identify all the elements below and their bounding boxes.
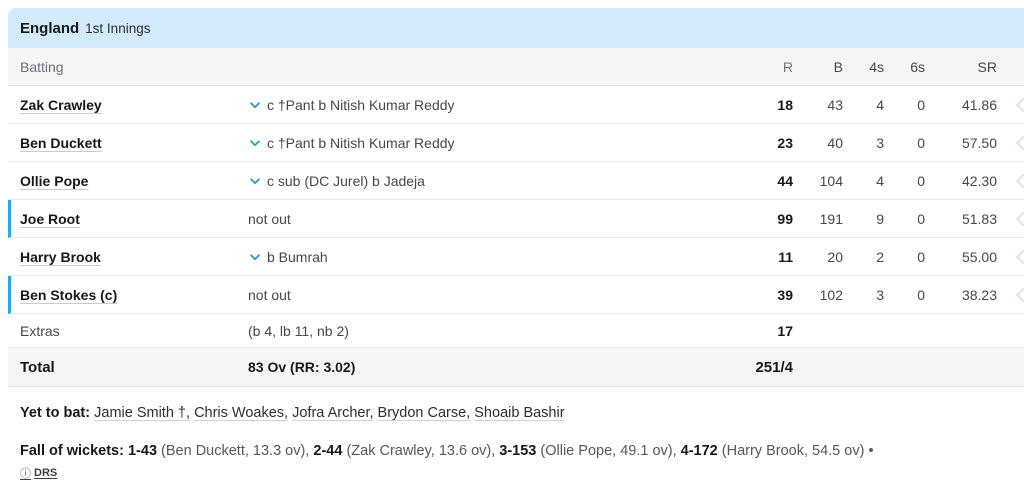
dismissal-text: c †Pant b Nitish Kumar Reddy	[267, 134, 455, 151]
strike-rate-value: 55.00	[961, 248, 997, 265]
balls-value: 104	[819, 172, 843, 189]
strike-rate-value: 51.83	[961, 210, 997, 227]
balls-value: 102	[819, 286, 843, 303]
batting-column-header: Batting	[20, 58, 64, 75]
drs-line: ⓘ DRS	[20, 464, 1010, 482]
fow-score: 2-44	[313, 443, 343, 459]
sixes-value: 0	[917, 210, 925, 227]
row-edge-chevron-icon	[1015, 173, 1024, 189]
batsman-row: Ben Duckett c †Pant b Nitish Kumar Reddy…	[8, 124, 1024, 162]
yet-to-bat-player-link[interactable]: Shoaib Bashir	[474, 405, 565, 421]
batsman-name-link[interactable]: Joe Root	[20, 210, 80, 227]
fours-value: 9	[876, 210, 884, 227]
strike-rate-value: 42.30	[961, 172, 997, 189]
fow-score: 4-172	[680, 443, 718, 459]
strike-rate-value: 41.86	[961, 96, 997, 113]
fours-value: 2	[876, 248, 884, 265]
batsman-row: Ollie Pope c sub (DC Jurel) b Jadeja 44 …	[8, 162, 1024, 200]
batsman-name-link[interactable]: Ollie Pope	[20, 172, 89, 189]
batsman-row-not-out: Ben Stokes (c) not out 39 102 3 0 38.23	[8, 276, 1024, 314]
fow-detail: (Harry Brook, 54.5 ov) •	[721, 443, 874, 459]
total-label: Total	[20, 358, 55, 376]
fall-of-wickets-line: Fall of wickets: 1-43 (Ben Duckett, 13.3…	[20, 441, 1010, 461]
runs-value: 99	[777, 210, 793, 227]
dismissal-text: b Bumrah	[267, 248, 328, 265]
runs-value: 11	[778, 248, 793, 265]
team-name: England	[20, 19, 80, 37]
yet-to-bat-player-link[interactable]: Jofra Archer,	[292, 405, 374, 421]
balls-value: 20	[827, 248, 843, 265]
scorecard-footer: Yet to bat: Jamie Smith †, Chris Woakes,…	[8, 387, 1024, 482]
yet-to-bat-player-link[interactable]: Chris Woakes,	[194, 405, 289, 421]
sixes-value: 0	[917, 286, 925, 303]
fow-detail: (Ben Duckett, 13.3 ov),	[161, 443, 310, 459]
runs-column-header: R	[782, 58, 793, 75]
fours-value: 4	[876, 96, 884, 113]
fours-column-header: 4s	[869, 58, 884, 75]
strike-rate-value: 57.50	[961, 134, 997, 151]
innings-header[interactable]: England 1st Innings	[8, 8, 1024, 48]
batsman-name-link[interactable]: Harry Brook	[20, 248, 101, 265]
runs-value: 18	[777, 96, 793, 113]
scorecard: England 1st Innings Batting R B 4s 6s SR…	[8, 8, 1024, 484]
balls-value: 40	[827, 134, 843, 151]
batsman-row-not-out: Joe Root not out 99 191 9 0 51.83	[8, 200, 1024, 238]
fours-value: 3	[876, 134, 884, 151]
info-icon: ⓘ	[20, 468, 31, 480]
row-edge-chevron-icon	[1015, 287, 1024, 303]
yet-to-bat-player-link[interactable]: Brydon Carse,	[377, 405, 471, 421]
sixes-value: 0	[917, 134, 925, 151]
sixes-value: 0	[917, 96, 925, 113]
dismissal-text: not out	[248, 210, 291, 227]
row-edge-chevron-icon	[1015, 135, 1024, 151]
sixes-column-header: 6s	[910, 58, 925, 75]
sixes-value: 0	[917, 248, 925, 265]
balls-value: 43	[827, 96, 843, 113]
fours-value: 4	[876, 172, 884, 189]
chevron-down-icon[interactable]	[248, 98, 262, 112]
strike-rate-column-header: SR	[977, 58, 997, 75]
row-edge-chevron-icon	[1015, 97, 1024, 113]
batsman-name-link[interactable]: Ben Duckett	[20, 134, 102, 151]
yet-to-bat-player-link[interactable]: Jamie Smith †,	[94, 405, 191, 421]
table-header: Batting R B 4s 6s SR	[8, 48, 1024, 86]
drs-label: DRS	[34, 467, 58, 479]
sixes-value: 0	[917, 172, 925, 189]
fours-value: 3	[876, 286, 884, 303]
innings-label: 1st Innings	[85, 20, 151, 36]
yet-to-bat-line: Yet to bat: Jamie Smith †, Chris Woakes,…	[20, 402, 1010, 424]
batsman-name-link[interactable]: Zak Crawley	[20, 96, 102, 113]
dismissal-text: not out	[248, 286, 291, 303]
total-row: Total 83 Ov (RR: 3.02) 251/4	[8, 348, 1024, 387]
extras-detail: (b 4, lb 11, nb 2)	[248, 322, 349, 339]
fow-detail: (Ollie Pope, 49.1 ov),	[540, 443, 677, 459]
fow-score: 1-43	[127, 443, 158, 459]
total-score: 251/4	[755, 358, 793, 376]
strike-rate-value: 38.23	[961, 286, 997, 303]
runs-value: 44	[777, 172, 793, 189]
row-edge-chevron-icon	[1015, 249, 1024, 265]
dismissal-text: c †Pant b Nitish Kumar Reddy	[267, 96, 455, 113]
fall-of-wickets-label: Fall of wickets:	[20, 443, 124, 459]
chevron-down-icon[interactable]	[248, 174, 262, 188]
drs-link[interactable]: ⓘ DRS	[20, 465, 57, 481]
total-overs: 83 Ov (RR: 3.02)	[248, 359, 356, 375]
batsman-name-link[interactable]: Ben Stokes (c)	[20, 286, 118, 303]
balls-value: 191	[819, 210, 843, 227]
fow-detail: (Zak Crawley, 13.6 ov),	[346, 443, 496, 459]
chevron-down-icon[interactable]	[248, 136, 262, 150]
extras-runs: 17	[777, 322, 793, 339]
runs-value: 23	[777, 134, 793, 151]
yet-to-bat-label: Yet to bat:	[20, 405, 91, 421]
batsman-row: Zak Crawley c †Pant b Nitish Kumar Reddy…	[8, 86, 1024, 124]
extras-label: Extras	[20, 322, 60, 339]
fow-score: 3-153	[499, 443, 537, 459]
extras-row: Extras (b 4, lb 11, nb 2) 17	[8, 314, 1024, 348]
batsman-row: Harry Brook b Bumrah 11 20 2 0 55.00	[8, 238, 1024, 276]
balls-column-header: B	[833, 58, 843, 75]
dismissal-text: c sub (DC Jurel) b Jadeja	[267, 172, 425, 189]
row-edge-chevron-icon	[1015, 211, 1024, 227]
runs-value: 39	[777, 286, 793, 303]
chevron-down-icon[interactable]	[248, 250, 262, 264]
